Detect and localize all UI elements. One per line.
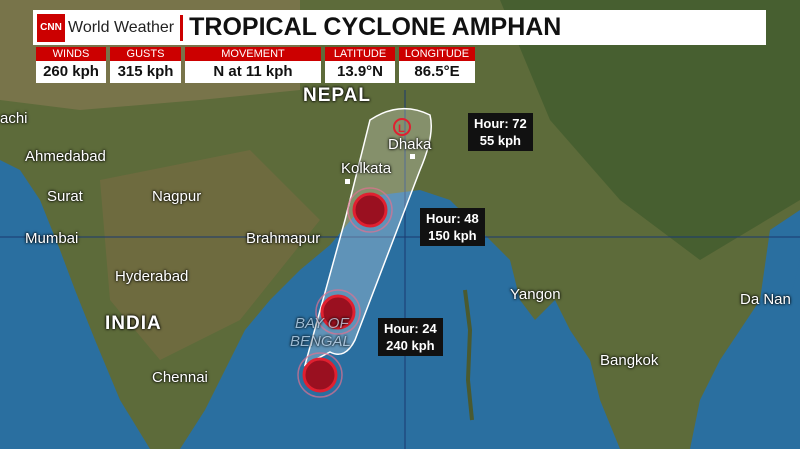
forecast-box-hour-24: Hour: 24 240 kph (378, 318, 443, 356)
stat-label: WINDS (36, 47, 106, 61)
stat-value: 315 kph (117, 63, 174, 80)
forecast-wind: 55 kph (479, 133, 521, 148)
stat-movement: MOVEMENT N at 11 kph (185, 47, 321, 83)
stat-gusts: GUSTS 315 kph (110, 47, 181, 83)
label-chennai: Chennai (152, 369, 208, 386)
label-hyderabad: Hyderabad (115, 268, 189, 285)
label-da-nang: Da Nan (740, 291, 791, 308)
storm-icon-hour-48 (347, 187, 393, 233)
label-karachi: achi (0, 110, 28, 127)
stat-value: N at 11 kph (213, 63, 293, 80)
label-nepal: NEPAL (303, 85, 371, 106)
forecast-hour: Hour: 48 (426, 211, 479, 226)
low-icon-hour-72: L (393, 118, 411, 136)
city-dot (345, 179, 350, 184)
stat-label: LONGITUDE (399, 47, 475, 61)
page-title: TROPICAL CYCLONE AMPHAN (189, 13, 562, 41)
label-bay-of: BAY OF (295, 315, 349, 332)
svg-text:L: L (398, 123, 405, 135)
stat-latitude: LATITUDE 13.9°N (325, 47, 395, 83)
stat-label: LATITUDE (325, 47, 395, 61)
stat-longitude: LONGITUDE 86.5°E (399, 47, 475, 83)
forecast-wind: 150 kph (428, 228, 477, 243)
forecast-hour: Hour: 72 (474, 116, 527, 131)
forecast-box-hour-48: Hour: 48 150 kph (420, 208, 485, 246)
forecast-wind: 240 kph (386, 338, 435, 353)
label-bengal: BENGAL (290, 333, 351, 350)
stat-value: 86.5°E (414, 63, 460, 80)
forecast-box-hour-72: Hour: 72 55 kph (468, 113, 533, 151)
label-surat: Surat (47, 188, 83, 205)
label-nagpur: Nagpur (152, 188, 202, 205)
label-bangkok: Bangkok (600, 352, 659, 369)
divider (180, 14, 184, 41)
stat-value: 13.9°N (336, 63, 384, 80)
cnn-logo: CNN (37, 13, 65, 42)
andaman-islands (463, 289, 474, 421)
stat-value: 260 kph (43, 63, 99, 80)
city-dot (410, 154, 415, 159)
stat-label: GUSTS (110, 47, 181, 61)
title-bar: CNN World Weather TROPICAL CYCLONE AMPHA… (33, 10, 766, 45)
label-dhaka: Dhaka (388, 136, 432, 153)
label-kolkata: Kolkata (341, 160, 392, 177)
stat-winds: WINDS 260 kph (36, 47, 106, 83)
storm-icon-hour-0 (297, 352, 343, 398)
forecast-hour: Hour: 24 (384, 321, 437, 336)
label-yangon: Yangon (510, 286, 561, 303)
stats-row: WINDS 260 kph GUSTS 315 kph MOVEMENT N at 1… (36, 47, 475, 83)
label-brahmapur: Brahmapur (246, 230, 321, 247)
storm-icon-hour-24 (315, 289, 361, 335)
label-india: INDIA (105, 313, 162, 334)
stat-label: MOVEMENT (185, 47, 321, 61)
label-mumbai: Mumbai (25, 230, 79, 247)
label-ahmedabad: Ahmedabad (25, 148, 106, 165)
brand-label: World Weather (68, 18, 175, 36)
